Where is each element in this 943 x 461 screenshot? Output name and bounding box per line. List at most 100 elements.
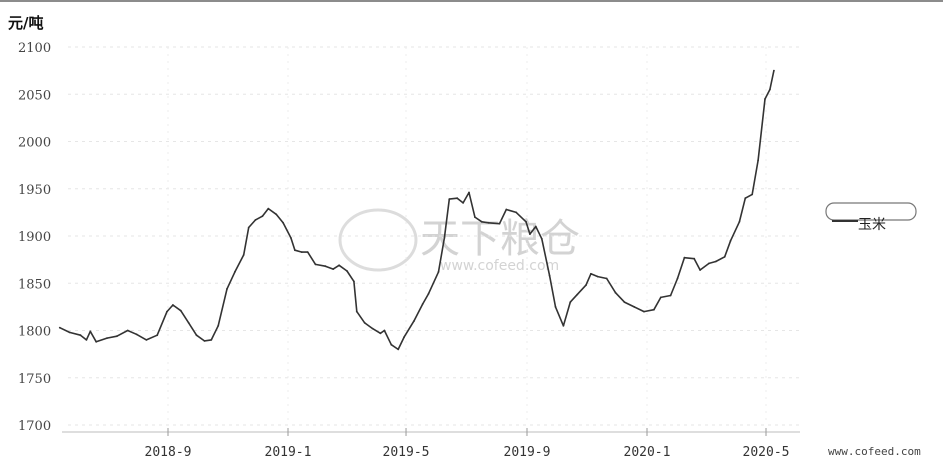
watermark: 天下粮仓 www.cofeed.com (338, 208, 580, 274)
data-point (462, 202, 464, 204)
data-point (738, 220, 741, 223)
legend-box (825, 202, 917, 221)
y-tick-label: 1900 (18, 230, 51, 245)
x-tick-label: 2020-1 (624, 445, 671, 460)
data-point (314, 263, 317, 266)
data-point (729, 239, 732, 242)
series-layer (58, 69, 775, 351)
data-point (390, 343, 393, 346)
data-point (421, 303, 424, 305)
data-point (487, 221, 490, 224)
data-point (456, 197, 459, 200)
data-point (267, 207, 270, 210)
data-point (346, 270, 348, 272)
x-tick-label: 2019-5 (383, 445, 430, 460)
data-point (85, 339, 88, 341)
data-point (723, 255, 726, 258)
data-point (58, 326, 61, 329)
data-point (89, 330, 92, 333)
x-axis: 2018-9 2019-1 2019-5 2019-9 2020-1 2020-5 (62, 428, 800, 460)
data-point (515, 211, 518, 214)
data-point (261, 215, 264, 218)
data-point (355, 310, 358, 313)
data-point (562, 324, 565, 327)
data-point (68, 331, 71, 334)
data-point (210, 339, 213, 341)
y-tick-label: 2050 (18, 88, 51, 103)
data-point (324, 265, 327, 268)
data-point (353, 280, 355, 283)
data-point (403, 336, 405, 338)
data-point (769, 88, 771, 91)
data-point (653, 308, 655, 311)
data-point (156, 334, 159, 337)
data-point (708, 262, 710, 265)
data-point (585, 284, 587, 286)
data-point (596, 275, 599, 278)
data-point (427, 292, 430, 295)
data-point (590, 272, 592, 275)
data-point (95, 340, 98, 343)
data-point (468, 191, 470, 194)
data-point (443, 237, 446, 239)
data-point (397, 348, 400, 351)
data-point (529, 233, 531, 236)
data-point (683, 256, 686, 259)
data-point (757, 159, 759, 162)
y-axis-unit-label: 元/吨 (8, 14, 43, 32)
data-point (569, 301, 572, 303)
data-point (135, 333, 138, 336)
watermark-logo (338, 208, 418, 272)
data-point (187, 322, 190, 324)
y-tick-label: 1700 (18, 419, 51, 434)
data-point (693, 257, 696, 260)
data-point (554, 306, 557, 308)
data-point (576, 293, 579, 296)
data-point (413, 320, 415, 322)
data-point (474, 216, 476, 219)
data-point (166, 310, 168, 313)
y-axis: 1700 1750 1800 1850 1900 1950 2000 2050 2100 (18, 41, 51, 434)
data-point (764, 98, 766, 100)
data-point (116, 335, 118, 338)
data-point (306, 251, 309, 254)
y-tick-label: 2000 (18, 136, 51, 151)
data-point (254, 219, 257, 221)
data-point (437, 271, 440, 273)
x-tick-label: 2020-5 (743, 445, 790, 460)
data-point (371, 327, 374, 330)
data-point (614, 291, 617, 294)
data-point (145, 339, 148, 341)
y-tick-label: 2100 (18, 41, 51, 56)
data-point (290, 237, 292, 239)
data-point (379, 332, 382, 335)
data-point (505, 208, 508, 211)
data-point (203, 340, 206, 342)
data-point (226, 288, 228, 290)
data-point (282, 221, 284, 224)
y-tick-label: 1800 (18, 325, 51, 340)
data-point (383, 329, 386, 332)
data-point (540, 237, 543, 240)
data-point (234, 271, 236, 273)
data-point (217, 324, 220, 327)
data-point (242, 254, 245, 256)
data-point (300, 251, 303, 254)
data-point (548, 274, 551, 277)
data-point (751, 193, 754, 196)
data-point (744, 197, 747, 200)
watermark-url: www.cofeed.com (440, 258, 559, 274)
x-tick-label: 2019-1 (265, 445, 312, 460)
data-point (275, 213, 278, 216)
data-point (480, 220, 483, 223)
source-label: www.cofeed.com (828, 445, 921, 458)
data-point (525, 220, 527, 223)
y-tick-label: 1850 (18, 277, 51, 292)
legend: 玉米 (825, 202, 917, 233)
data-point (633, 306, 636, 308)
data-point (623, 301, 626, 303)
data-point (172, 304, 174, 306)
data-point (676, 277, 679, 280)
